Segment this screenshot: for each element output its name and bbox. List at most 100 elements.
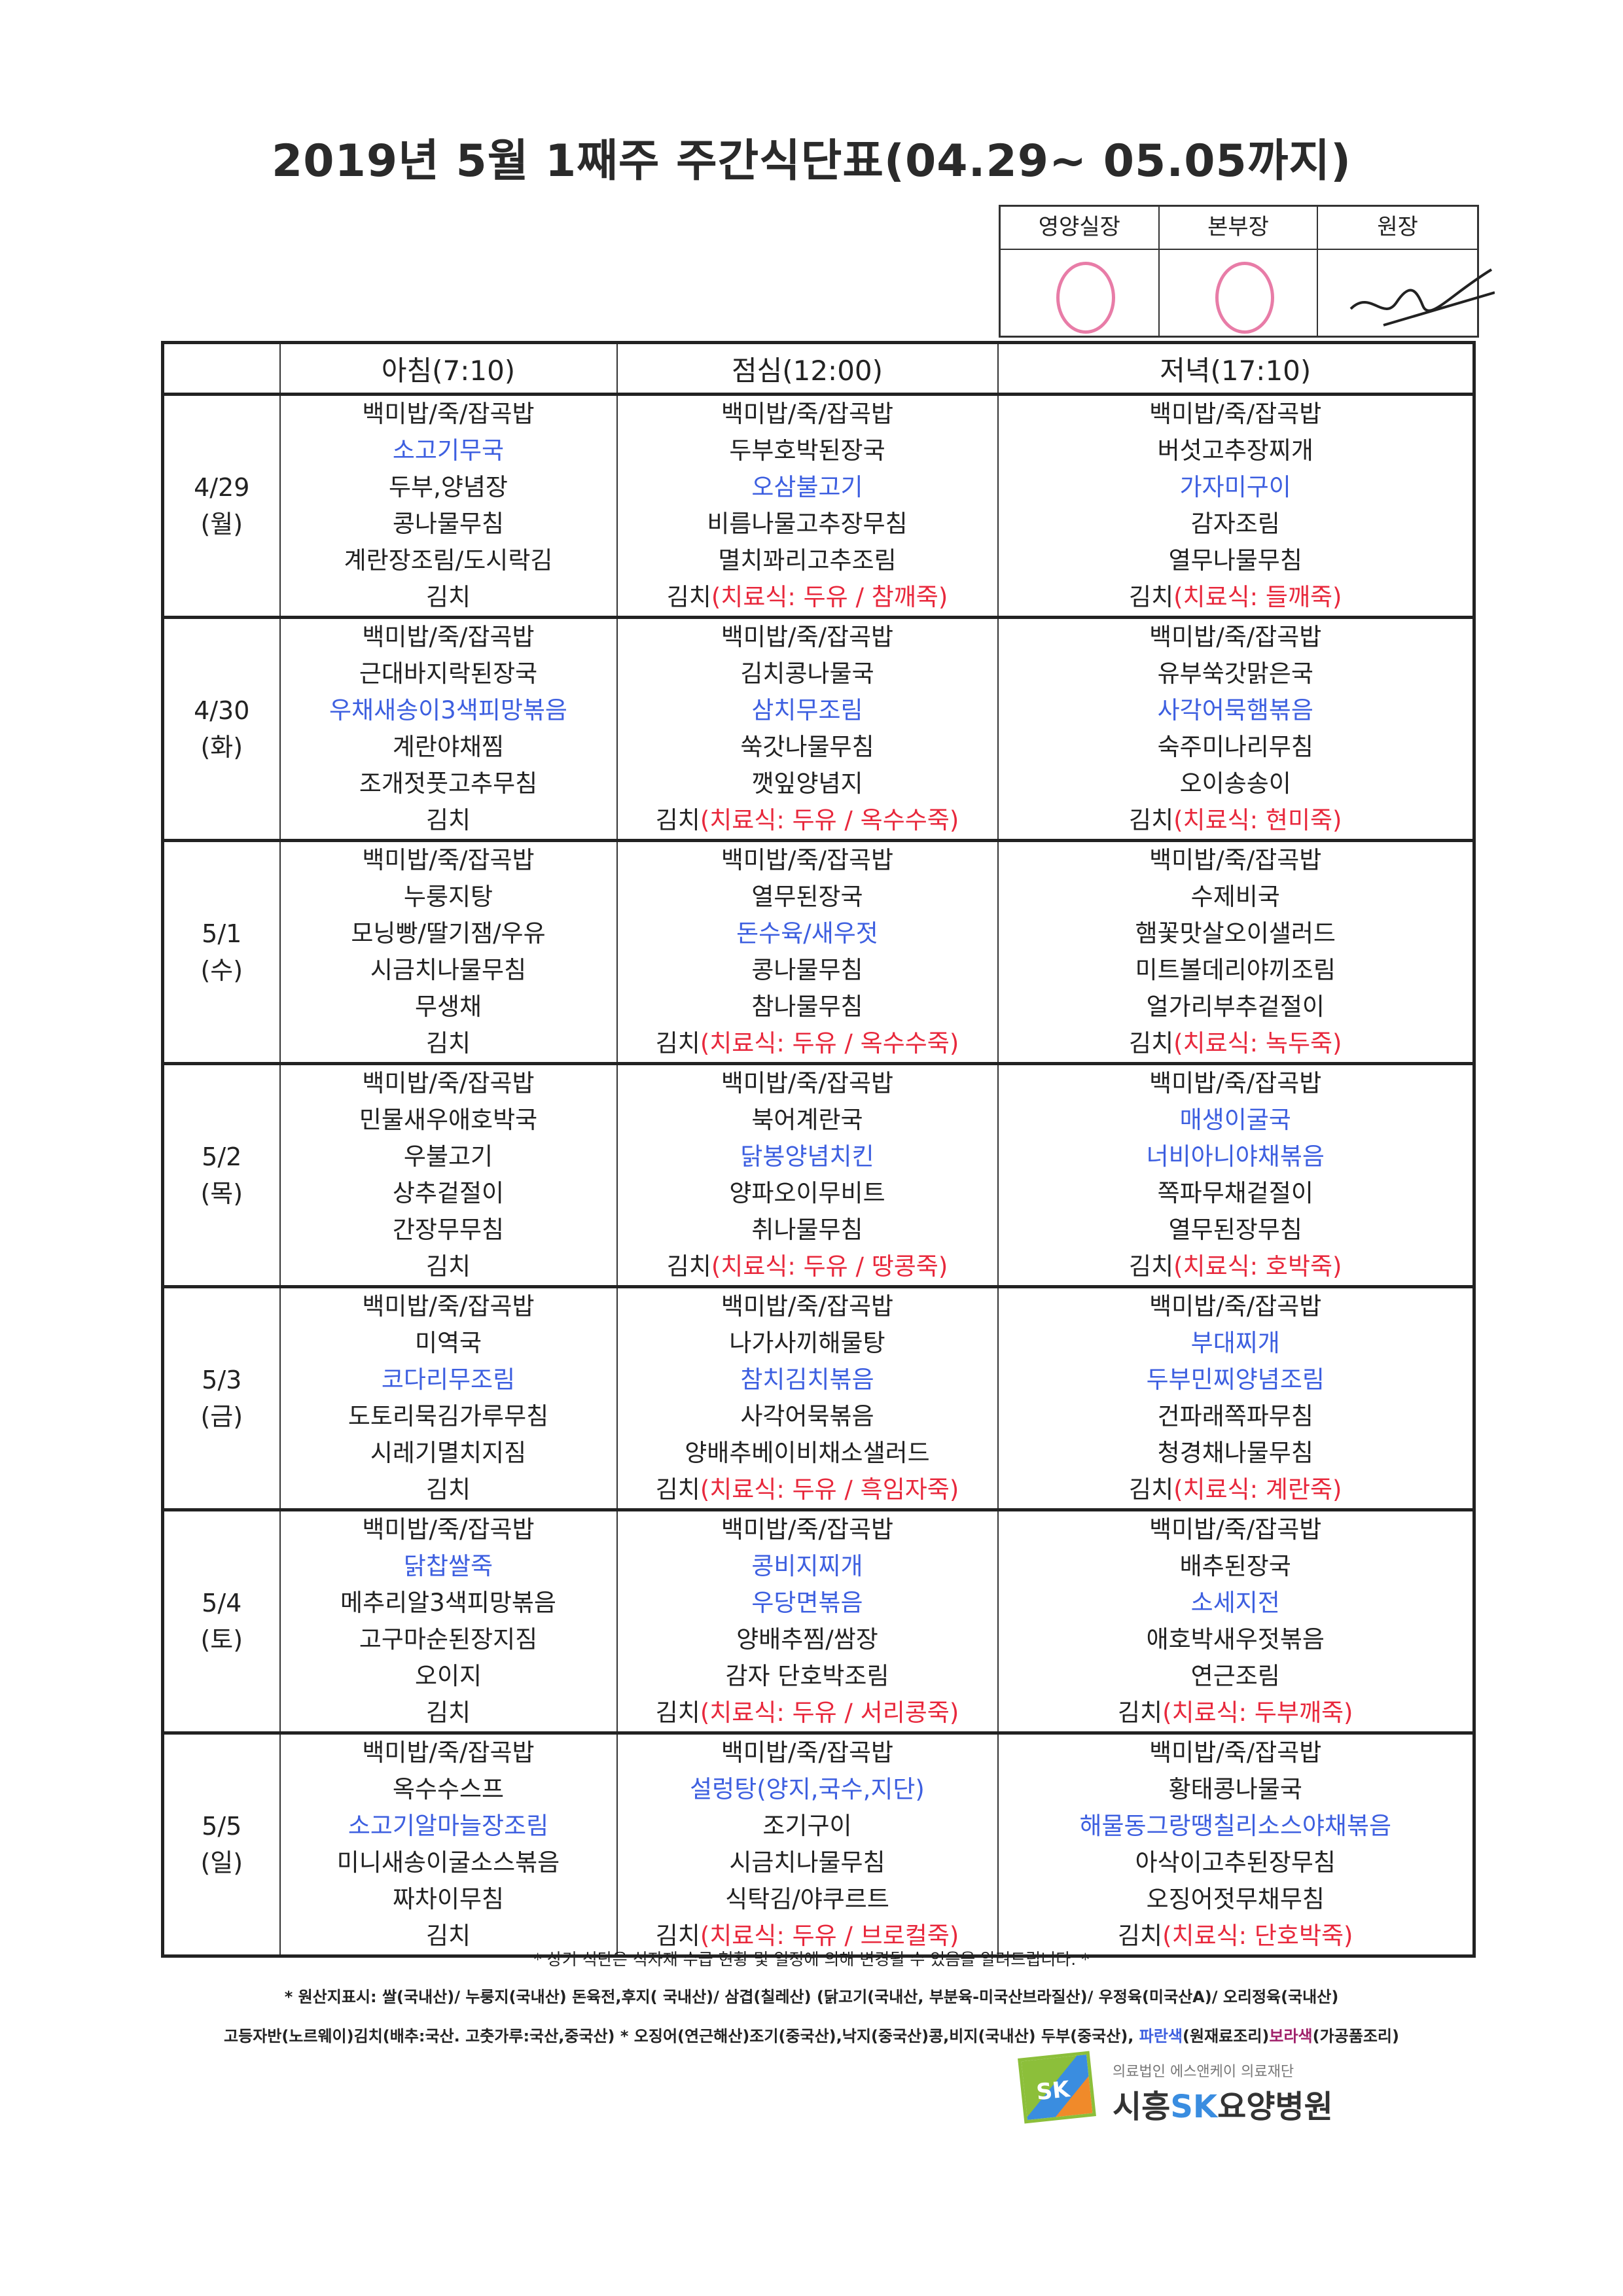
menu-item-name: 김치: [655, 1699, 700, 1727]
menu-item-name: 사각어묵볶음: [740, 1402, 874, 1430]
menu-item-name: 백미밥/죽/잡곡밥: [362, 400, 535, 428]
menu-item-name: 백미밥/죽/잡곡밥: [1149, 1069, 1322, 1097]
menu-item: 참치김치볶음: [618, 1362, 997, 1398]
menu-item-name: 고구마순된장지짐: [359, 1625, 538, 1653]
therapeutic-diet: (치료식: 두유 / 땅콩죽): [711, 1252, 948, 1280]
day-date: 5/5: [202, 1812, 242, 1841]
menu-item-name: 계란야채찜: [392, 733, 505, 761]
day-row: 5/3 (금) 백미밥/죽/잡곡밥 미역국 코다리무조림 도토리묵김가루무침 시레기멸치지짐…: [162, 1286, 1475, 1511]
day-cell: 4/29 (월): [162, 393, 281, 619]
menu-item-name: 백미밥/죽/잡곡밥: [721, 1292, 894, 1320]
therapeutic-diet: (치료식: 두유 / 브로컬죽): [700, 1922, 959, 1950]
menu-item: 계란장조림/도시락김: [281, 542, 616, 579]
menu-item-name: 김치: [425, 583, 471, 611]
therapeutic-diet: (치료식: 두유 / 서리콩죽): [700, 1699, 959, 1727]
menu-item: 버섯고추장찌개: [999, 433, 1473, 469]
menu-item: 김치(치료식: 현미죽): [999, 802, 1473, 839]
column-header-lunch: 점심(12:00): [616, 342, 999, 396]
menu-item: 짜차이무침: [281, 1881, 616, 1918]
origin-text: 고등자반(노르웨이)김치(배추:국산. 고춧가루:국산,중국산) * 오징어(연…: [224, 2027, 1139, 2045]
day-cell: 5/2 (목): [162, 1063, 281, 1288]
column-header-day: [162, 342, 281, 396]
menu-item: 김치(치료식: 두유 / 땅콩죽): [618, 1248, 997, 1285]
menu-item: 김치: [281, 1025, 616, 1062]
menu-item-name: 콩나물무침: [751, 956, 863, 984]
menu-item-name: 나가사끼해물탕: [729, 1329, 885, 1357]
menu-item: 열무된장국: [618, 879, 997, 915]
menu-item: 닭봉양념치킨: [618, 1139, 997, 1175]
logo-subtitle: 의료법인 에스앤케이 의료재단: [1113, 2064, 1294, 2080]
menu-item-name: 무생채: [414, 993, 482, 1021]
menu-item-name: 매생이굴국: [1179, 1106, 1291, 1134]
lunch-cell: 백미밥/죽/잡곡밥 나가사끼해물탕 참치김치볶음 사각어묵볶음 양배추베이비채소샐러드 김…: [616, 1286, 999, 1511]
menu-item-name: 비름나물고추장무침: [707, 510, 908, 538]
menu-item: 감자 단호박조림: [618, 1658, 997, 1695]
menu-item-name: 백미밥/죽/잡곡밥: [362, 846, 535, 874]
menu-item-name: 백미밥/죽/잡곡밥: [362, 1515, 535, 1544]
menu-item: 김치(치료식: 두유 / 브로컬죽): [618, 1918, 997, 1954]
day-cell: 4/30 (화): [162, 616, 281, 842]
menu-item-name: 버섯고추장찌개: [1157, 436, 1313, 465]
menu-item-name: 미트볼데리야끼조림: [1135, 956, 1336, 984]
menu-item-name: 김치: [1118, 1699, 1163, 1727]
menu-item-name: 햄꽃맛살오이샐러드: [1135, 919, 1336, 947]
lunch-cell: 백미밥/죽/잡곡밥 북어계란국 닭봉양념치킨 양파오이무비트 취나물무침 김치(치료식: …: [616, 1063, 999, 1288]
menu-item-name: 숙주미나리무침: [1157, 733, 1313, 761]
menu-table: 아침(7:10) 점심(12:00) 저녁(17:10) 4/29 (월) 백미밥/…: [161, 341, 1476, 1958]
menu-item-name: 열무나물무침: [1168, 546, 1302, 574]
menu-item: 소고기무국: [281, 433, 616, 469]
menu-item: 소고기알마늘장조림: [281, 1808, 616, 1845]
menu-item-name: 백미밥/죽/잡곡밥: [721, 1739, 894, 1767]
day-date: 5/3: [202, 1366, 242, 1394]
menu-item-name: 메추리알3색피망볶음: [340, 1589, 556, 1617]
menu-item: 백미밥/죽/잡곡밥: [281, 396, 616, 433]
menu-item: 메추리알3색피망볶음: [281, 1585, 616, 1621]
breakfast-cell: 백미밥/죽/잡곡밥 민물새우애호박국 우불고기 상추겉절이 간장무무침 김치: [279, 1063, 618, 1288]
menu-item-name: 짜차이무침: [392, 1885, 505, 1913]
menu-item-name: 열무된장무침: [1168, 1216, 1302, 1244]
day-date: 5/2: [202, 1142, 242, 1171]
menu-item-name: 김치콩나물국: [740, 660, 874, 688]
menu-item-name: 백미밥/죽/잡곡밥: [1149, 623, 1322, 651]
menu-item: 양배추찜/쌈장: [618, 1621, 997, 1658]
menu-item-name: 사각어묵햄볶음: [1157, 696, 1313, 724]
menu-item: 콩나물무침: [281, 506, 616, 542]
menu-item: 취나물무침: [618, 1212, 997, 1248]
menu-item-name: 김치: [1129, 806, 1174, 834]
menu-item-name: 건파래쪽파무침: [1157, 1402, 1313, 1430]
therapeutic-diet: (치료식: 들깨죽): [1173, 583, 1342, 611]
menu-item: 백미밥/죽/잡곡밥: [618, 619, 997, 656]
menu-item-name: 해물동그랑땡칠리소스야채볶음: [1079, 1812, 1392, 1840]
menu-item: 열무된장무침: [999, 1212, 1473, 1248]
menu-item-name: 청경채나물무침: [1157, 1439, 1313, 1467]
menu-item-name: 두부호박된장국: [729, 436, 885, 465]
menu-item: 콩나물무침: [618, 952, 997, 989]
menu-item: 백미밥/죽/잡곡밥: [618, 842, 997, 879]
menu-item-name: 쪽파무채겉절이: [1157, 1179, 1313, 1207]
therapeutic-diet: (치료식: 두유 / 참깨죽): [711, 583, 948, 611]
dinner-cell: 백미밥/죽/잡곡밥 배추된장국 소세지전 애호박새우젓볶음 연근조림 김치(치료식: 두부…: [997, 1509, 1475, 1735]
menu-item: 김치: [281, 802, 616, 839]
menu-item: 백미밥/죽/잡곡밥: [618, 1065, 997, 1102]
menu-item-name: 북어계란국: [751, 1106, 863, 1134]
origin-notice-1: * 원산지표시: 쌀(국내산)/ 누룽지(국내산) 돈육전,후지( 국내산)/ …: [284, 1988, 1339, 2006]
menu-item-name: 김치: [425, 1699, 471, 1727]
menu-item: 콩비지찌개: [618, 1548, 997, 1585]
menu-item-name: 양배추찜/쌈장: [736, 1625, 878, 1653]
menu-item: 조기구이: [618, 1808, 997, 1845]
menu-item: 김치(치료식: 들깨죽): [999, 579, 1473, 616]
menu-item: 닭찹쌀죽: [281, 1548, 616, 1585]
menu-item-name: 김치: [425, 1029, 471, 1057]
menu-item: 애호박새우젓볶음: [999, 1621, 1473, 1658]
menu-item-name: 소세지전: [1190, 1589, 1280, 1617]
menu-item: 김치(치료식: 두유 / 옥수수죽): [618, 1025, 997, 1062]
menu-item: 해물동그랑땡칠리소스야채볶음: [999, 1808, 1473, 1845]
menu-item: 백미밥/죽/잡곡밥: [281, 842, 616, 879]
column-header-dinner: 저녁(17:10): [997, 342, 1475, 396]
menu-item: 배추된장국: [999, 1548, 1473, 1585]
menu-item: 돈수육/새우젓: [618, 915, 997, 952]
menu-item-name: 김치: [425, 1475, 471, 1504]
lunch-cell: 백미밥/죽/잡곡밥 콩비지찌개 우당면볶음 양배추찜/쌈장 감자 단호박조림 김치(치료식…: [616, 1509, 999, 1735]
menu-item: 백미밥/죽/잡곡밥: [281, 1288, 616, 1325]
menu-item: 오삼불고기: [618, 469, 997, 506]
